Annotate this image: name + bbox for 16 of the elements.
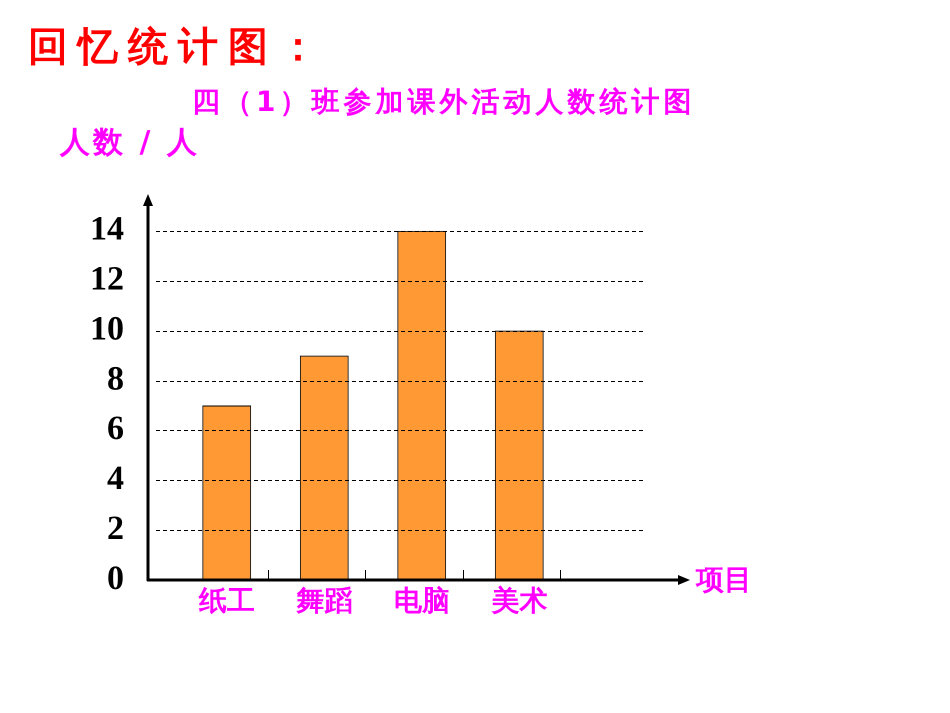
y-tick-label: 12: [90, 260, 124, 298]
x-axis-title: 项目: [696, 563, 752, 596]
x-tick-label: 电脑: [394, 584, 450, 618]
y-tick-label: 6: [107, 410, 124, 448]
y-tick-label: 8: [107, 360, 124, 398]
x-tick-label: 舞蹈: [295, 584, 352, 618]
y-tick-label: 4: [107, 460, 124, 498]
y-tick-label: 2: [107, 510, 124, 547]
x-tick-label: 美术: [490, 584, 548, 618]
y-tick-label: 14: [90, 210, 124, 248]
chart-subtitle: 四（1）班参加课外活动人数统计图: [192, 85, 696, 118]
y-tick-label: 10: [90, 310, 124, 348]
y-axis-title: 人数 / 人: [60, 125, 200, 160]
y-tick-label: 0: [107, 560, 124, 597]
x-tick-label: 纸工: [198, 584, 255, 618]
chart-title: 回忆统计图：: [28, 24, 328, 70]
